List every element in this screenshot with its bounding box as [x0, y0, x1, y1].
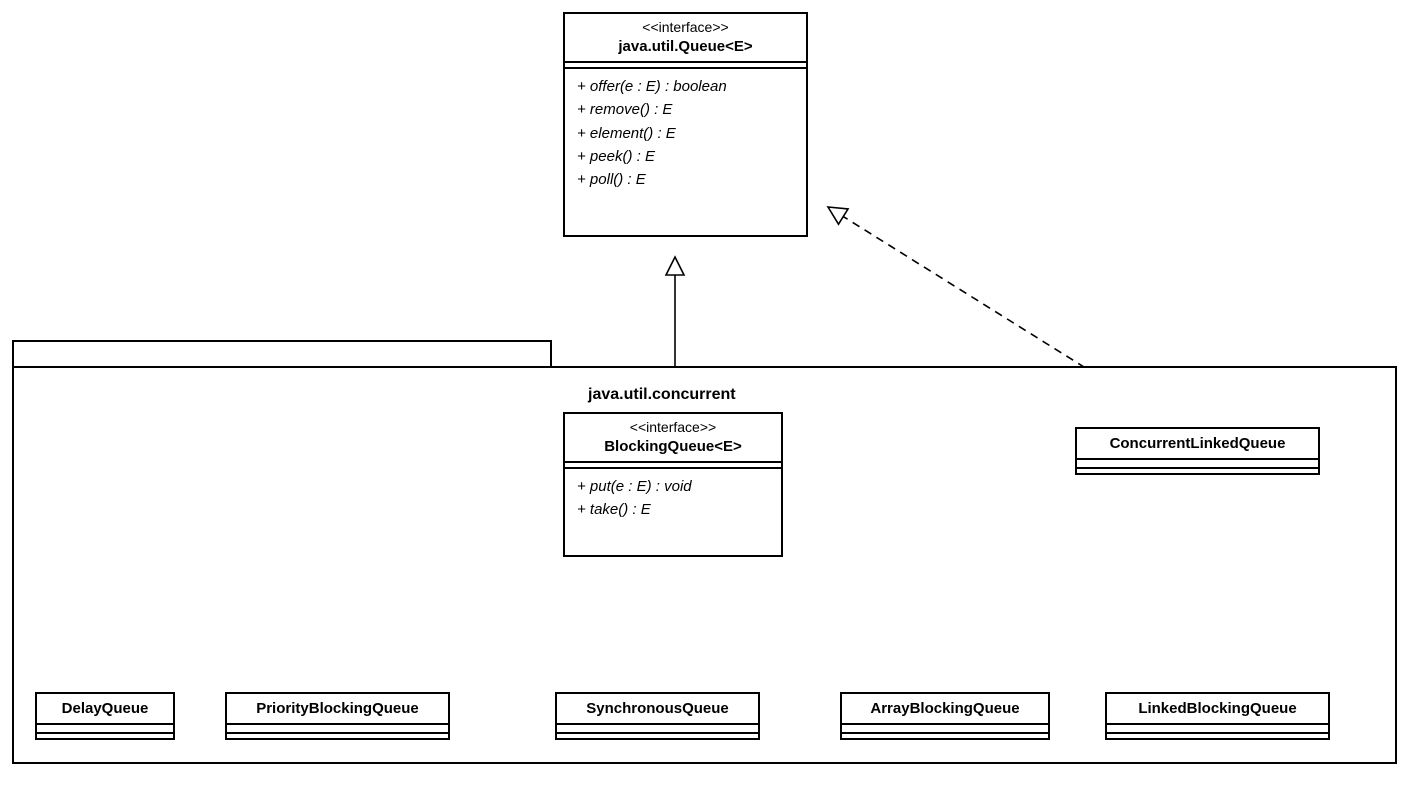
- uml-diagram: java.util.concurrent <<interface>> java.…: [0, 0, 1408, 791]
- operation: + remove() : E: [577, 98, 794, 121]
- operations-compartment: [37, 734, 173, 741]
- package-label: java.util.concurrent: [588, 386, 736, 404]
- operations-compartment: [1107, 734, 1328, 741]
- interface-blocking-queue: <<interface>> BlockingQueue<E> + put(e :…: [563, 412, 783, 557]
- class-delay-queue: DelayQueue: [35, 692, 175, 740]
- operations-compartment: [1077, 469, 1318, 476]
- attributes-compartment: [842, 725, 1048, 734]
- operation: + element() : E: [577, 122, 794, 145]
- operation: + take() : E: [577, 498, 769, 521]
- attributes-compartment: [1077, 460, 1318, 469]
- class-concurrent-linked-queue: ConcurrentLinkedQueue: [1075, 427, 1320, 475]
- interface-queue: <<interface>> java.util.Queue<E> + offer…: [563, 12, 808, 237]
- operation: + offer(e : E) : boolean: [577, 75, 794, 98]
- class-synchronous-queue: SynchronousQueue: [555, 692, 760, 740]
- class-name: SynchronousQueue: [557, 694, 758, 725]
- class-name: BlockingQueue<E>: [575, 437, 771, 457]
- class-linked-blocking-queue: LinkedBlockingQueue: [1105, 692, 1330, 740]
- class-name: java.util.Queue<E>: [575, 37, 796, 57]
- operation: + put(e : E) : void: [577, 475, 769, 498]
- attributes-compartment: [557, 725, 758, 734]
- operation: + peek() : E: [577, 145, 794, 168]
- operations-compartment: + put(e : E) : void+ take() : E: [565, 469, 781, 530]
- class-name: ArrayBlockingQueue: [842, 694, 1048, 725]
- operations-compartment: [557, 734, 758, 741]
- attributes-compartment: [37, 725, 173, 734]
- class-name: ConcurrentLinkedQueue: [1077, 429, 1318, 460]
- class-name: LinkedBlockingQueue: [1107, 694, 1328, 725]
- attributes-compartment: [227, 725, 448, 734]
- stereotype: <<interface>>: [575, 418, 771, 437]
- operation: + poll() : E: [577, 168, 794, 191]
- stereotype: <<interface>>: [575, 18, 796, 37]
- class-name: PriorityBlockingQueue: [227, 694, 448, 725]
- operations-compartment: + offer(e : E) : boolean+ remove() : E+ …: [565, 69, 806, 199]
- attributes-compartment: [1107, 725, 1328, 734]
- operations-compartment: [227, 734, 448, 741]
- package-tab: [12, 340, 552, 368]
- class-name: DelayQueue: [37, 694, 173, 725]
- class-priority-blocking-queue: PriorityBlockingQueue: [225, 692, 450, 740]
- operations-compartment: [842, 734, 1048, 741]
- class-array-blocking-queue: ArrayBlockingQueue: [840, 692, 1050, 740]
